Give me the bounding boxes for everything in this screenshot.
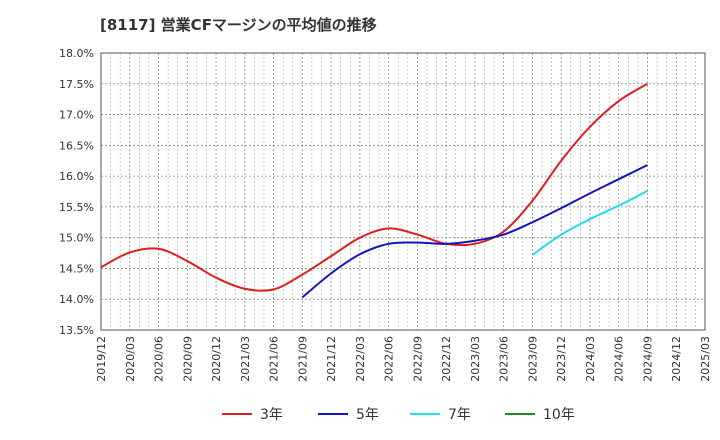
x-tick-label: 2024/06 — [613, 336, 626, 382]
y-tick-label: 14.0% — [59, 293, 94, 306]
y-tick-label: 14.5% — [59, 262, 94, 275]
x-tick-label: 2023/12 — [555, 336, 568, 382]
y-tick-label: 17.0% — [59, 109, 94, 122]
x-tick-label: 2023/09 — [526, 336, 539, 382]
x-tick-label: 2024/12 — [670, 336, 683, 382]
series-lines — [100, 82, 648, 299]
y-tick-label: 15.0% — [59, 232, 94, 245]
x-tick-label: 2022/03 — [354, 336, 367, 382]
plot-frame — [100, 52, 706, 331]
x-tick-label: 2023/03 — [469, 336, 482, 382]
y-tick-label: 15.5% — [59, 201, 94, 214]
legend-label: 3年 — [260, 407, 283, 423]
legend-label: 5年 — [356, 407, 379, 423]
x-tick-label: 2024/03 — [584, 336, 597, 382]
x-tick-label: 2021/09 — [296, 336, 309, 382]
x-tick-label: 2020/09 — [181, 336, 194, 382]
x-tick-label: 2022/09 — [411, 336, 424, 382]
x-tick-label: 2023/06 — [498, 336, 511, 382]
series-line-3年 — [100, 82, 648, 292]
x-tick-label: 2020/06 — [153, 336, 166, 382]
legend-label: 10年 — [543, 407, 575, 423]
plot-background — [101, 53, 705, 330]
x-tick-label: 2019/12 — [95, 336, 108, 382]
x-tick-label: 2020/03 — [124, 336, 137, 382]
chart-title: [8117] 営業CFマージンの平均値の推移 — [100, 16, 377, 34]
x-tick-label: 2022/06 — [383, 336, 396, 382]
y-tick-label: 16.0% — [59, 170, 94, 183]
x-tick-label: 2024/09 — [641, 336, 654, 382]
series-line-7年 — [531, 189, 648, 256]
x-tick-label: 2020/12 — [210, 336, 223, 382]
x-axis: 2019/12 2020/03 2020/06 2020/09 2020/12 2021/… — [95, 336, 712, 382]
series-line-5年 — [301, 164, 648, 299]
y-tick-label: 13.5% — [59, 324, 94, 337]
legend-label: 7年 — [448, 407, 471, 423]
x-tick-label: 2021/12 — [325, 336, 338, 382]
y-tick-label: 16.5% — [59, 139, 94, 152]
y-tick-label: 17.5% — [59, 78, 94, 91]
x-tick-label: 2021/03 — [239, 336, 252, 382]
x-tick-label: 2021/06 — [268, 336, 281, 382]
x-tick-label: 2025/03 — [699, 336, 712, 382]
legend: 3年 5年 7年 10年 — [222, 407, 575, 423]
y-tick-label: 18.0% — [59, 47, 94, 60]
x-tick-label: 2022/12 — [440, 336, 453, 382]
y-axis: 13.5% 14.0% 14.5% 15.0% 15.5% 16.0% 16.5% 17.0%… — [59, 47, 94, 337]
